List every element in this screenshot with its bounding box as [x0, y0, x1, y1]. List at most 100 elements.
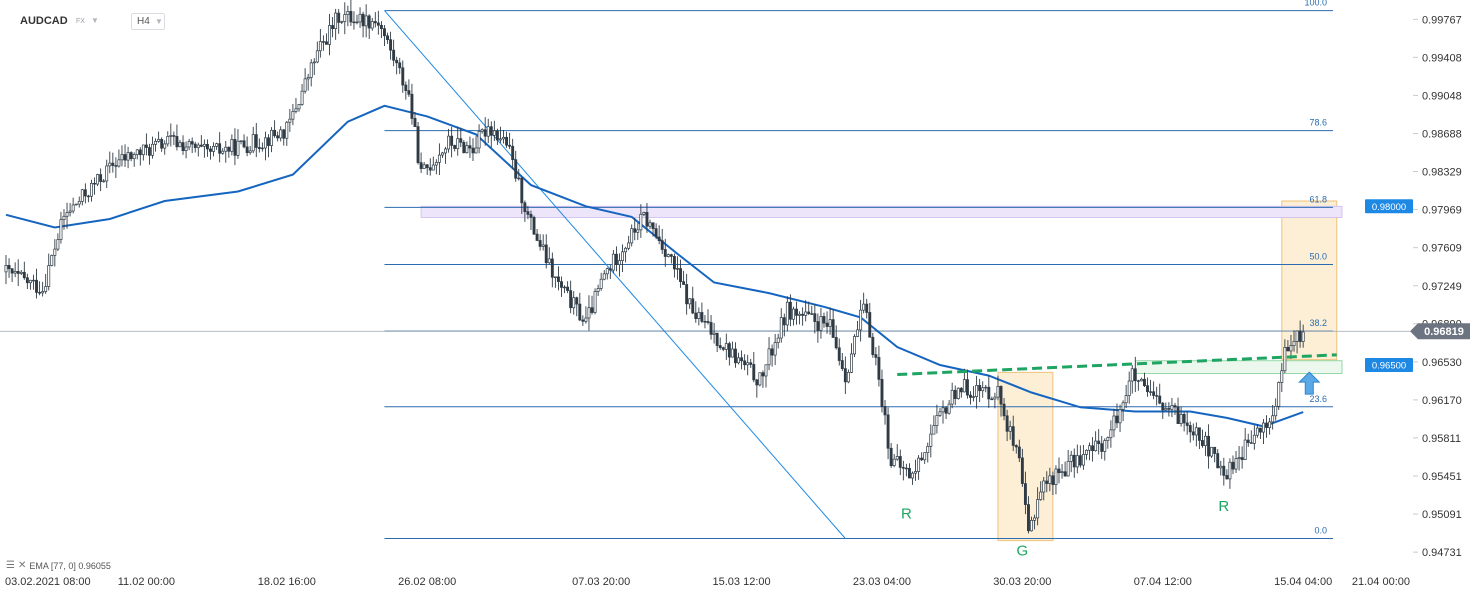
candle-body — [947, 403, 951, 414]
resistance-zone — [420, 205, 1343, 218]
timeframe-select[interactable]: H4 ▼ — [131, 13, 165, 30]
candle-body — [776, 337, 780, 343]
candle-body — [880, 379, 884, 407]
candle-body — [1170, 405, 1174, 410]
candle-body — [926, 446, 930, 453]
candle-body — [575, 297, 579, 305]
candle-body — [111, 162, 115, 166]
candle-body — [422, 164, 426, 169]
candle-body — [715, 332, 719, 346]
candle-body — [90, 182, 93, 197]
candle-body — [831, 319, 835, 338]
fibonacci-layer: 100.0 78.6 61.8 50.0 38.2 23.6 0.0 — [384, 0, 1333, 539]
close-icon[interactable]: ✕ — [17, 560, 27, 571]
candle-body — [917, 457, 921, 472]
candle-body — [169, 135, 173, 137]
candle-body — [816, 321, 820, 331]
candle-body — [700, 312, 704, 322]
candle-body — [401, 67, 405, 86]
candle-body — [361, 13, 365, 27]
candle-body — [1109, 429, 1113, 439]
candle-body — [1158, 395, 1162, 404]
candle-body — [297, 104, 301, 110]
candle-body — [837, 347, 841, 361]
candle-body — [1115, 415, 1119, 424]
candle-body — [68, 210, 72, 213]
candle-body — [28, 279, 32, 284]
candle-body — [303, 78, 307, 92]
candle-body — [480, 129, 484, 132]
candle-body — [956, 387, 960, 400]
candle-body — [874, 354, 878, 358]
candle-body — [727, 343, 731, 358]
current-price-label: 0.96819 — [1424, 326, 1464, 338]
candle-body — [618, 260, 621, 265]
chevron-down-icon[interactable]: ▼ — [91, 16, 99, 25]
candle-body — [1097, 440, 1101, 445]
price-tick-label: 0.95451 — [1422, 471, 1462, 483]
candle-body — [788, 301, 792, 320]
candle-body — [1201, 440, 1204, 446]
candle-body — [779, 317, 783, 339]
candle-body — [514, 159, 518, 179]
candle-body — [447, 135, 451, 150]
candle-body — [907, 467, 911, 479]
candle-body — [462, 141, 466, 154]
candle-body — [758, 372, 762, 386]
candle-body — [862, 303, 866, 311]
neckline-dashed — [897, 353, 1337, 377]
candle-body — [639, 213, 643, 231]
candle-body — [233, 139, 237, 156]
price-tick-label: 0.97969 — [1422, 205, 1462, 217]
chart-toolbar: AUDCAD FX ▼ H4 ▼ — [0, 0, 400, 40]
candle-body — [373, 21, 377, 24]
candle-body — [846, 372, 850, 383]
candle-body — [416, 126, 420, 163]
candle-body — [1289, 345, 1293, 352]
candle-body — [572, 297, 576, 309]
candle-body — [1155, 395, 1159, 397]
candle-body — [199, 144, 203, 147]
candle-body — [929, 433, 933, 447]
candle-body — [22, 271, 26, 279]
candle-body — [804, 311, 808, 316]
candle-body — [62, 215, 66, 221]
candle-body — [93, 182, 96, 185]
price-tick-label: 0.96530 — [1422, 357, 1462, 369]
pattern-label: R — [901, 505, 912, 522]
candle-body — [975, 385, 979, 397]
candle-body — [1048, 475, 1052, 484]
candle-body — [355, 21, 359, 24]
candle-body — [154, 140, 158, 145]
candle-body — [682, 281, 686, 285]
candle-body — [187, 141, 191, 148]
candle-body — [279, 129, 283, 139]
candle-body — [1197, 427, 1201, 441]
candle-body — [972, 396, 975, 398]
candle-body — [1252, 434, 1256, 444]
candle-body — [383, 28, 386, 37]
candle-body — [486, 126, 490, 137]
candle-body — [1106, 437, 1110, 441]
candle-body — [688, 298, 692, 305]
candle-body — [1036, 499, 1040, 519]
candle-body — [392, 49, 396, 61]
candle-body — [242, 140, 246, 148]
candle-body — [282, 129, 286, 139]
candle-body — [502, 136, 505, 140]
symbol-label[interactable]: AUDCAD — [20, 15, 68, 27]
candle-body — [587, 307, 591, 319]
list-icon[interactable]: ☰ — [6, 560, 15, 571]
candle-body — [645, 212, 649, 227]
candle-body — [868, 312, 872, 338]
candle-body — [306, 77, 310, 80]
candle-body — [395, 59, 399, 64]
candle-body — [969, 394, 972, 398]
candle-body — [1063, 471, 1067, 477]
candle-body — [1103, 440, 1107, 452]
candle-body — [520, 177, 524, 204]
candle-body — [239, 140, 243, 142]
candle-body — [560, 281, 563, 288]
candle-body — [1185, 422, 1189, 426]
